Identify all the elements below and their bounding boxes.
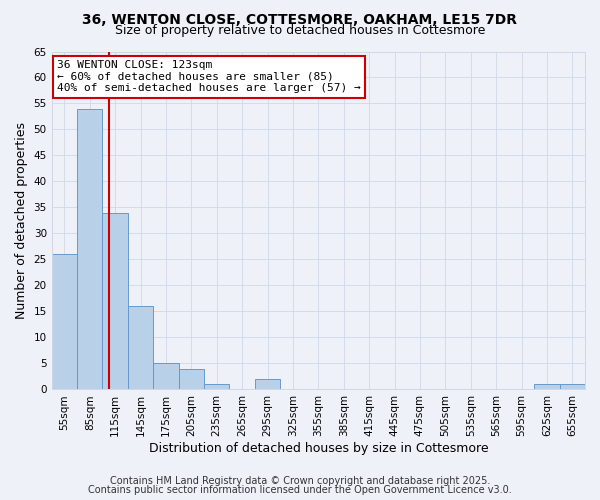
Bar xyxy=(560,384,585,390)
Text: Contains public sector information licensed under the Open Government Licence v3: Contains public sector information licen… xyxy=(88,485,512,495)
Bar xyxy=(128,306,153,390)
Bar xyxy=(255,379,280,390)
Text: Size of property relative to detached houses in Cottesmore: Size of property relative to detached ho… xyxy=(115,24,485,37)
Y-axis label: Number of detached properties: Number of detached properties xyxy=(15,122,28,319)
Bar xyxy=(103,212,128,390)
Bar xyxy=(77,108,103,390)
Bar xyxy=(153,364,179,390)
Bar xyxy=(52,254,77,390)
Text: 36 WENTON CLOSE: 123sqm
← 60% of detached houses are smaller (85)
40% of semi-de: 36 WENTON CLOSE: 123sqm ← 60% of detache… xyxy=(57,60,361,93)
X-axis label: Distribution of detached houses by size in Cottesmore: Distribution of detached houses by size … xyxy=(149,442,488,455)
Bar xyxy=(204,384,229,390)
Text: 36, WENTON CLOSE, COTTESMORE, OAKHAM, LE15 7DR: 36, WENTON CLOSE, COTTESMORE, OAKHAM, LE… xyxy=(83,12,517,26)
Bar xyxy=(179,368,204,390)
Bar xyxy=(534,384,560,390)
Text: Contains HM Land Registry data © Crown copyright and database right 2025.: Contains HM Land Registry data © Crown c… xyxy=(110,476,490,486)
